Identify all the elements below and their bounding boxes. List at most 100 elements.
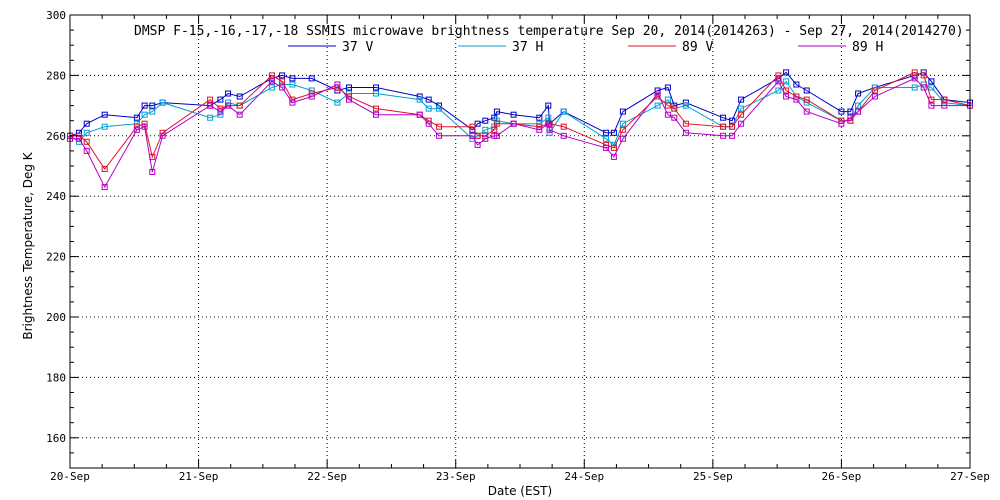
data-point-89h [268,78,275,85]
data-point-89h [619,135,626,142]
data-point-89v [682,120,689,127]
data-point-89h [159,132,166,139]
data-point-37v [225,90,232,97]
legend-label-37v: 37 V [342,40,373,55]
legend-label-89v: 89 V [682,40,713,55]
data-point-89h [236,111,243,118]
legend-label-37h: 37 H [512,40,543,55]
data-point-89v [560,123,567,130]
data-point-89v [775,72,782,79]
data-point-37v [141,102,148,109]
data-point-37v [493,108,500,115]
series-lines [67,69,973,191]
data-point-37h [83,129,90,136]
data-point-37h [482,126,489,133]
x-tick-label: 22-Sep [307,470,347,483]
series-89h [67,75,973,191]
x-tick-label: 26-Sep [822,470,862,483]
data-point-89h [847,114,854,121]
data-point-89h [793,96,800,103]
data-point-89h [474,141,481,148]
data-point-37v [783,69,790,76]
data-point-37v [425,96,432,103]
data-point-89v [941,96,948,103]
data-point-89h [416,111,423,118]
data-point-37v [308,75,315,82]
data-point-37h [436,105,442,112]
data-point-89v [664,102,671,109]
data-point-37v [664,84,671,91]
data-point-37h [101,123,108,130]
data-point-89h [83,147,90,154]
data-point-37v [545,102,552,109]
data-point-37h [149,108,156,115]
data-point-89h [536,126,543,133]
data-point-37h [664,96,671,103]
data-point-89h [720,132,727,139]
series-line-37v [69,71,971,137]
data-point-89v [920,72,927,79]
data-point-89v [268,72,275,79]
data-point-89v [101,166,108,172]
data-point-89h [729,132,736,139]
data-point-89h [510,120,517,127]
data-point-37h [603,135,610,142]
data-point-37v [373,84,379,91]
data-point-37v [847,108,854,115]
data-point-37v [346,84,352,91]
data-point-89h [610,153,617,160]
data-point-37h [207,114,214,121]
data-point-89h [436,132,442,139]
data-point-89h [783,93,790,100]
x-axis-label: Date (EST) [488,484,552,498]
data-point-37v [619,108,626,115]
data-point-89h [738,120,745,127]
data-point-89v [871,87,878,94]
data-point-37v [279,72,286,79]
data-point-89h [469,132,476,139]
data-point-89h [838,120,845,127]
chart-title: DMSP F-15,-16,-17,-18 SSMIS microwave br… [134,24,964,39]
data-point-37v [720,114,727,121]
data-point-37v [928,78,935,85]
y-tick-label: 220 [46,251,66,264]
data-point-37v [738,96,745,103]
x-tick-label: 24-Sep [564,470,604,483]
data-point-89h [671,114,678,121]
data-point-89v [83,138,90,145]
x-tick-labels: 20-Sep 21-Sep 22-Sep 23-Sep 24-Sep 25-Sep 26-S… [50,470,990,483]
data-point-37h [654,102,661,109]
data-point-89h [207,102,214,109]
data-point-37v [793,81,800,88]
data-point-37h [545,114,552,121]
data-point-89h [141,123,148,130]
data-point-89h [803,108,810,115]
data-point-37v [217,96,224,103]
data-point-37h [783,78,790,85]
data-point-89v [720,123,727,130]
data-point-37v [603,129,610,136]
data-point-89v [671,105,678,112]
data-point-89v [729,123,736,130]
data-point-89v [610,144,617,151]
data-point-37h [373,90,379,97]
data-point-37v [536,114,543,121]
data-point-37h [855,102,862,109]
data-point-89h [373,111,379,118]
x-tick-label: 25-Sep [693,470,733,483]
x-tick-label: 20-Sep [50,470,90,483]
data-point-89h [654,90,661,97]
data-point-89v [803,96,810,103]
data-point-37h [141,111,148,118]
data-point-37v [416,93,423,100]
data-point-89v [373,105,379,112]
data-point-89v [793,93,800,100]
data-point-89h [871,93,878,100]
data-point-89h [149,169,156,175]
x-tick-label: 27-Sep [950,470,990,483]
axis-ticks [69,14,971,469]
data-point-37v [803,87,810,94]
data-point-37h [560,108,567,115]
data-point-37h [268,84,275,91]
data-point-37v [510,111,517,118]
